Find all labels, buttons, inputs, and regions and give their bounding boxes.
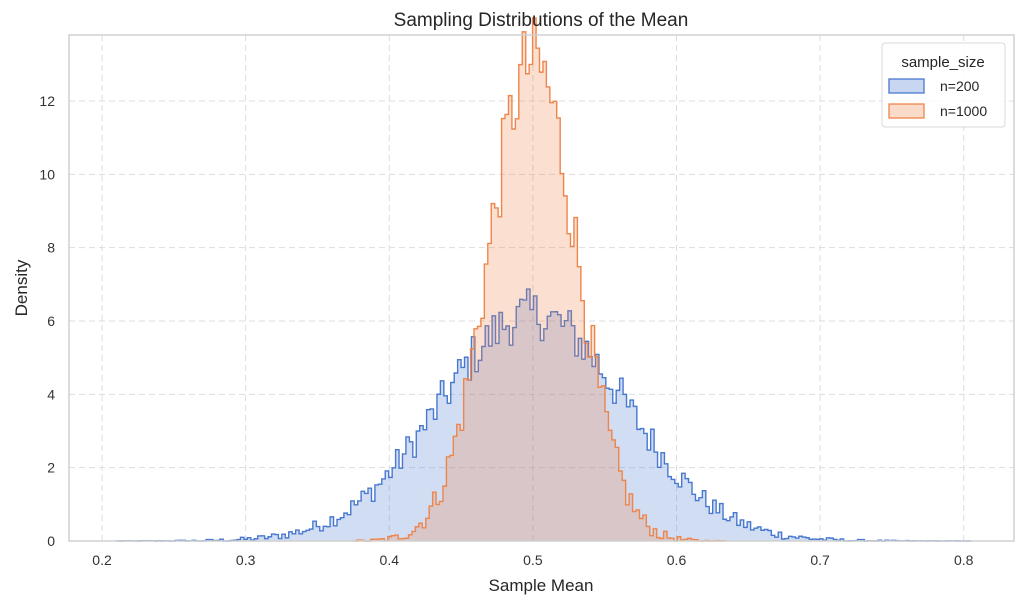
series-n200 xyxy=(115,288,972,542)
legend-swatch-n1000 xyxy=(888,103,925,119)
y-tick-label: 2 xyxy=(47,460,55,476)
legend-box xyxy=(881,42,1006,128)
x-tick-label: 0.4 xyxy=(380,552,400,568)
legend-label-n1000: n=1000 xyxy=(940,103,987,119)
histogram-step-n1000 xyxy=(353,17,727,542)
series-n1000 xyxy=(353,17,727,542)
histogram-step-n200 xyxy=(115,288,972,542)
histogram-fill-n200 xyxy=(116,289,972,541)
histogram-fill-n1000 xyxy=(353,17,726,542)
y-tick-label: 4 xyxy=(47,386,55,402)
legend-swatch-n200 xyxy=(888,78,925,94)
x-tick-label: 0.6 xyxy=(667,552,687,568)
legend-item-n1000[interactable]: n=1000 xyxy=(888,103,987,119)
x-axis-label: Sample Mean xyxy=(489,576,594,595)
legend-item-n200[interactable]: n=200 xyxy=(888,78,980,94)
legend: sample_size n=200 n=1000 xyxy=(881,42,1006,128)
y-tick-label: 10 xyxy=(39,166,55,182)
x-tick-label: 0.5 xyxy=(523,552,543,568)
x-tick-label: 0.2 xyxy=(92,552,112,568)
legend-title: sample_size xyxy=(901,54,984,71)
y-tick-label: 6 xyxy=(47,313,55,329)
y-tick-label: 12 xyxy=(39,93,55,109)
x-tick-label: 0.3 xyxy=(236,552,256,568)
chart-title: Sampling Distributions of the Mean xyxy=(394,10,689,31)
y-axis-ticks: 0 2 4 6 8 10 12 xyxy=(39,93,55,549)
series-layer xyxy=(115,17,972,542)
x-axis-ticks: 0.2 0.3 0.4 0.5 0.6 0.7 0.8 xyxy=(92,552,973,568)
legend-label-n200: n=200 xyxy=(940,78,980,94)
x-tick-label: 0.8 xyxy=(954,552,974,568)
y-tick-label: 0 xyxy=(47,533,55,549)
axes-frame xyxy=(68,34,1015,542)
y-axis-label: Density xyxy=(12,259,31,316)
grid xyxy=(69,35,1014,541)
x-tick-label: 0.7 xyxy=(810,552,830,568)
y-tick-label: 8 xyxy=(47,240,55,256)
